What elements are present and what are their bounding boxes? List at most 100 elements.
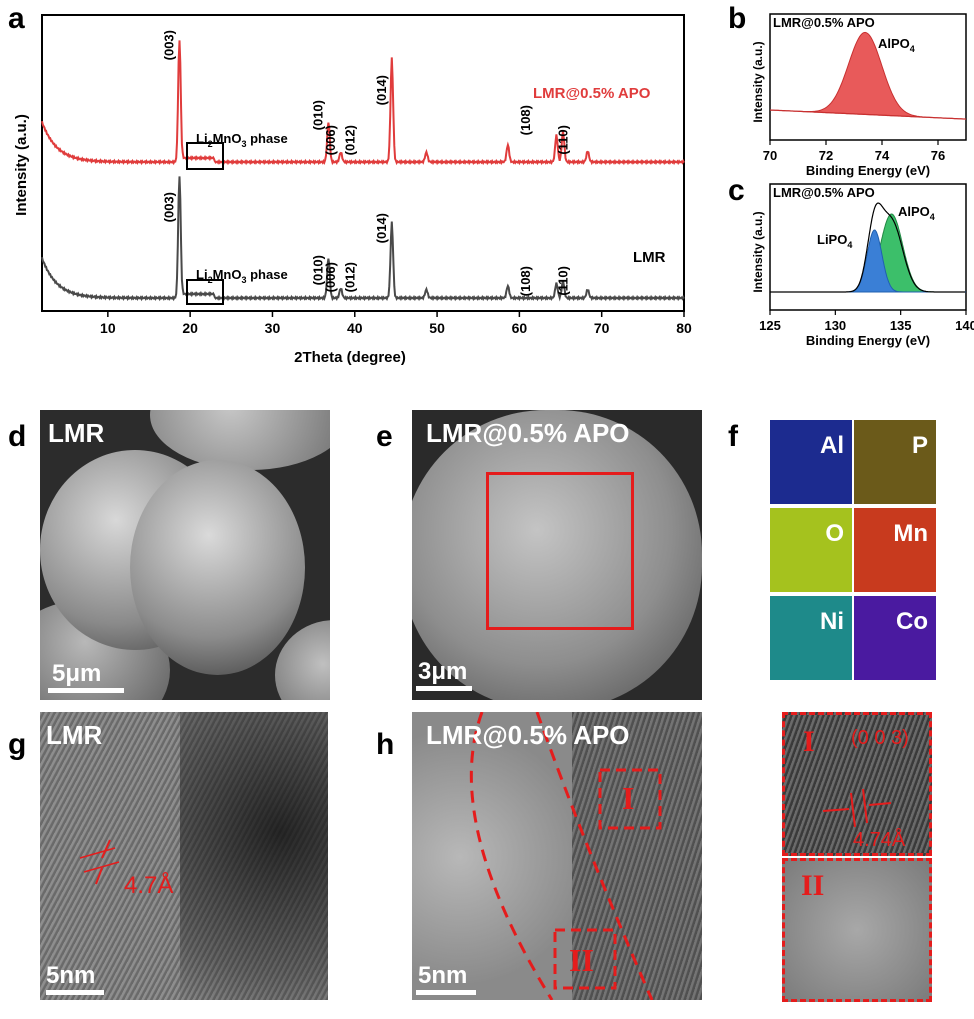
eds-label-al: Al bbox=[820, 432, 844, 459]
xrd-peak-label: (012) bbox=[343, 125, 358, 155]
panel-label-h: h bbox=[376, 728, 395, 761]
tem-h-region2-label: II bbox=[569, 942, 594, 978]
xrd-tick-label: 10 bbox=[100, 320, 116, 336]
xps-p-chart: 125 130 135 140 LMR@0.5% APO LiPO4 AlPO4 Bi… bbox=[751, 183, 974, 348]
tem-h-label: LMR@0.5% APO bbox=[426, 720, 630, 750]
xrd-peak-label: (012) bbox=[343, 262, 358, 292]
xps-c-tick-label: 140 bbox=[955, 318, 974, 333]
eds-tile-al: Al bbox=[770, 420, 852, 504]
series-label-lmr-apo: LMR@0.5% APO bbox=[533, 85, 651, 102]
xrd-peak-annotations-bottom: (003) (010)(006) (012) (014) (108) (110) bbox=[161, 192, 570, 296]
xrd-peak-label: (108) bbox=[518, 105, 533, 135]
xps-c-alpo4-label: AlPO4 bbox=[898, 204, 935, 222]
xps-b-tick-label: 76 bbox=[931, 148, 945, 163]
panel-label-c: c bbox=[728, 174, 745, 207]
tem-image-lmr-apo: I II LMR@0.5% APO 5nm bbox=[412, 712, 702, 1000]
xrd-series-lmr bbox=[41, 176, 685, 302]
sem-e-label: LMR@0.5% APO bbox=[426, 418, 630, 448]
xps-c-tick-label: 125 bbox=[759, 318, 781, 333]
xrd-y-axis-title: Intensity (a.u.) bbox=[13, 114, 30, 216]
panel-label-g: g bbox=[8, 728, 27, 761]
xrd-tick-label: 60 bbox=[512, 320, 528, 336]
eds-tile-ni: Ni bbox=[770, 596, 852, 680]
tem-g-dark-region bbox=[180, 712, 328, 1000]
xps-b-tick-label: 70 bbox=[763, 148, 777, 163]
xrd-tick-label: 20 bbox=[182, 320, 198, 336]
xrd-tick-label: 30 bbox=[265, 320, 281, 336]
tem-h-scalebar bbox=[416, 990, 476, 995]
xps-b-tick-label: 74 bbox=[875, 148, 890, 163]
tem-h-overlay bbox=[469, 712, 662, 1000]
xrd-peak-label: (006) bbox=[323, 125, 338, 155]
xrd-series-lmr-apo bbox=[41, 40, 685, 166]
xrd-plot-frame bbox=[41, 14, 685, 312]
xrd-peak-label: (110) bbox=[556, 266, 571, 296]
xps-b-x-ticks: 70 72 74 76 bbox=[763, 140, 945, 163]
tem-inset-region2: II bbox=[782, 858, 932, 1002]
xps-b-peak-label: AlPO4 bbox=[878, 36, 915, 54]
xrd-peak-label: (110) bbox=[556, 125, 571, 155]
xps-b-alpo4-peak bbox=[769, 31, 967, 120]
panel-label-a: a bbox=[8, 2, 25, 35]
eds-tile-co: Co bbox=[854, 596, 936, 680]
eds-tile-mn: Mn bbox=[854, 508, 936, 592]
xps-c-envelope bbox=[770, 202, 966, 293]
inset-region1-label: I bbox=[803, 725, 815, 758]
tem-h-amorphous bbox=[412, 712, 572, 1000]
xrd-peak-label: (014) bbox=[374, 75, 389, 105]
eds-map-grid: Al P O Mn Ni Co bbox=[770, 420, 936, 682]
xrd-peak-label: (003) bbox=[161, 192, 176, 222]
xrd-tick-label: 70 bbox=[594, 320, 610, 336]
eds-region-box bbox=[486, 472, 634, 630]
tem-g-scalebar bbox=[46, 990, 104, 995]
li2mno3-label-top: Li2MnO3 phase bbox=[196, 131, 288, 149]
tem-inset-region1: I (0 0 3) 4.74Å bbox=[782, 712, 932, 856]
series-label-lmr: LMR bbox=[633, 249, 666, 266]
xps-c-tick-label: 135 bbox=[890, 318, 912, 333]
xrd-x-ticks: 10 20 30 40 50 60 70 80 bbox=[100, 311, 692, 336]
inset-region2-label: II bbox=[801, 869, 825, 902]
tem-g-spacing-marker bbox=[79, 839, 120, 885]
tem-h-scale-label: 5nm bbox=[418, 962, 468, 989]
eds-label-ni: Ni bbox=[820, 608, 844, 635]
xrd-peak-label: (108) bbox=[518, 266, 533, 296]
panel-label-b: b bbox=[728, 2, 747, 35]
xrd-peak-label: (014) bbox=[374, 213, 389, 243]
sem-d-label: LMR bbox=[48, 418, 105, 448]
eds-tile-p: P bbox=[854, 420, 936, 504]
xrd-tick-label: 40 bbox=[347, 320, 363, 336]
li2mno3-label-bottom: Li2MnO3 phase bbox=[196, 267, 288, 285]
sem-d-scale-label: 5μm bbox=[52, 660, 102, 687]
eds-label-mn: Mn bbox=[893, 520, 928, 547]
xps-c-lipo4-label: LiPO4 bbox=[817, 232, 852, 250]
xps-c-y-title: Intensity (a.u.) bbox=[751, 211, 765, 292]
eds-label-o: O bbox=[825, 520, 844, 547]
tem-h-region1-label: I bbox=[622, 780, 635, 816]
sem-d-scalebar bbox=[48, 688, 124, 693]
xrd-chart: 10 20 30 40 50 60 70 80 (003)(010)(006) (012)(01… bbox=[13, 14, 692, 366]
li2mno3-box-bottom bbox=[186, 279, 224, 305]
li2mno3-box-top bbox=[186, 142, 224, 170]
inset-spacing-marker bbox=[822, 788, 892, 828]
eds-label-p: P bbox=[911, 432, 928, 459]
xps-c-title: LMR@0.5% APO bbox=[773, 185, 875, 200]
xps-c-x-ticks: 125 130 135 140 bbox=[759, 310, 974, 333]
sem-image-lmr-apo: LMR@0.5% APO 3μm bbox=[412, 410, 702, 700]
eds-tile-o: O bbox=[770, 508, 852, 592]
tem-g-spacing-label: 4.7Å bbox=[124, 872, 174, 899]
sem-e-particle bbox=[412, 410, 702, 700]
xrd-peak-annotations-top: (003) (010)(006) (012) (014) (108) (110) bbox=[161, 30, 570, 155]
xps-b-frame bbox=[769, 13, 967, 141]
xps-b-baseline bbox=[769, 109, 967, 120]
inset-spacing-label: 4.74Å bbox=[853, 829, 906, 851]
xps-c-tick-label: 130 bbox=[824, 318, 846, 333]
eds-label-co: Co bbox=[896, 608, 928, 635]
xrd-x-axis-title: 2Theta (degree) bbox=[294, 349, 406, 366]
xps-b-title: LMR@0.5% APO bbox=[773, 15, 875, 30]
tem-image-lmr: 4.7Å LMR 5nm bbox=[40, 712, 328, 1000]
inset-plane-label: (0 0 3) bbox=[851, 727, 909, 749]
sem-image-lmr: LMR 5μm bbox=[40, 410, 330, 700]
panel-label-e: e bbox=[376, 420, 393, 453]
xrd-peak-label: (006) bbox=[323, 262, 338, 292]
sem-e-scale-label: 3μm bbox=[418, 658, 468, 685]
